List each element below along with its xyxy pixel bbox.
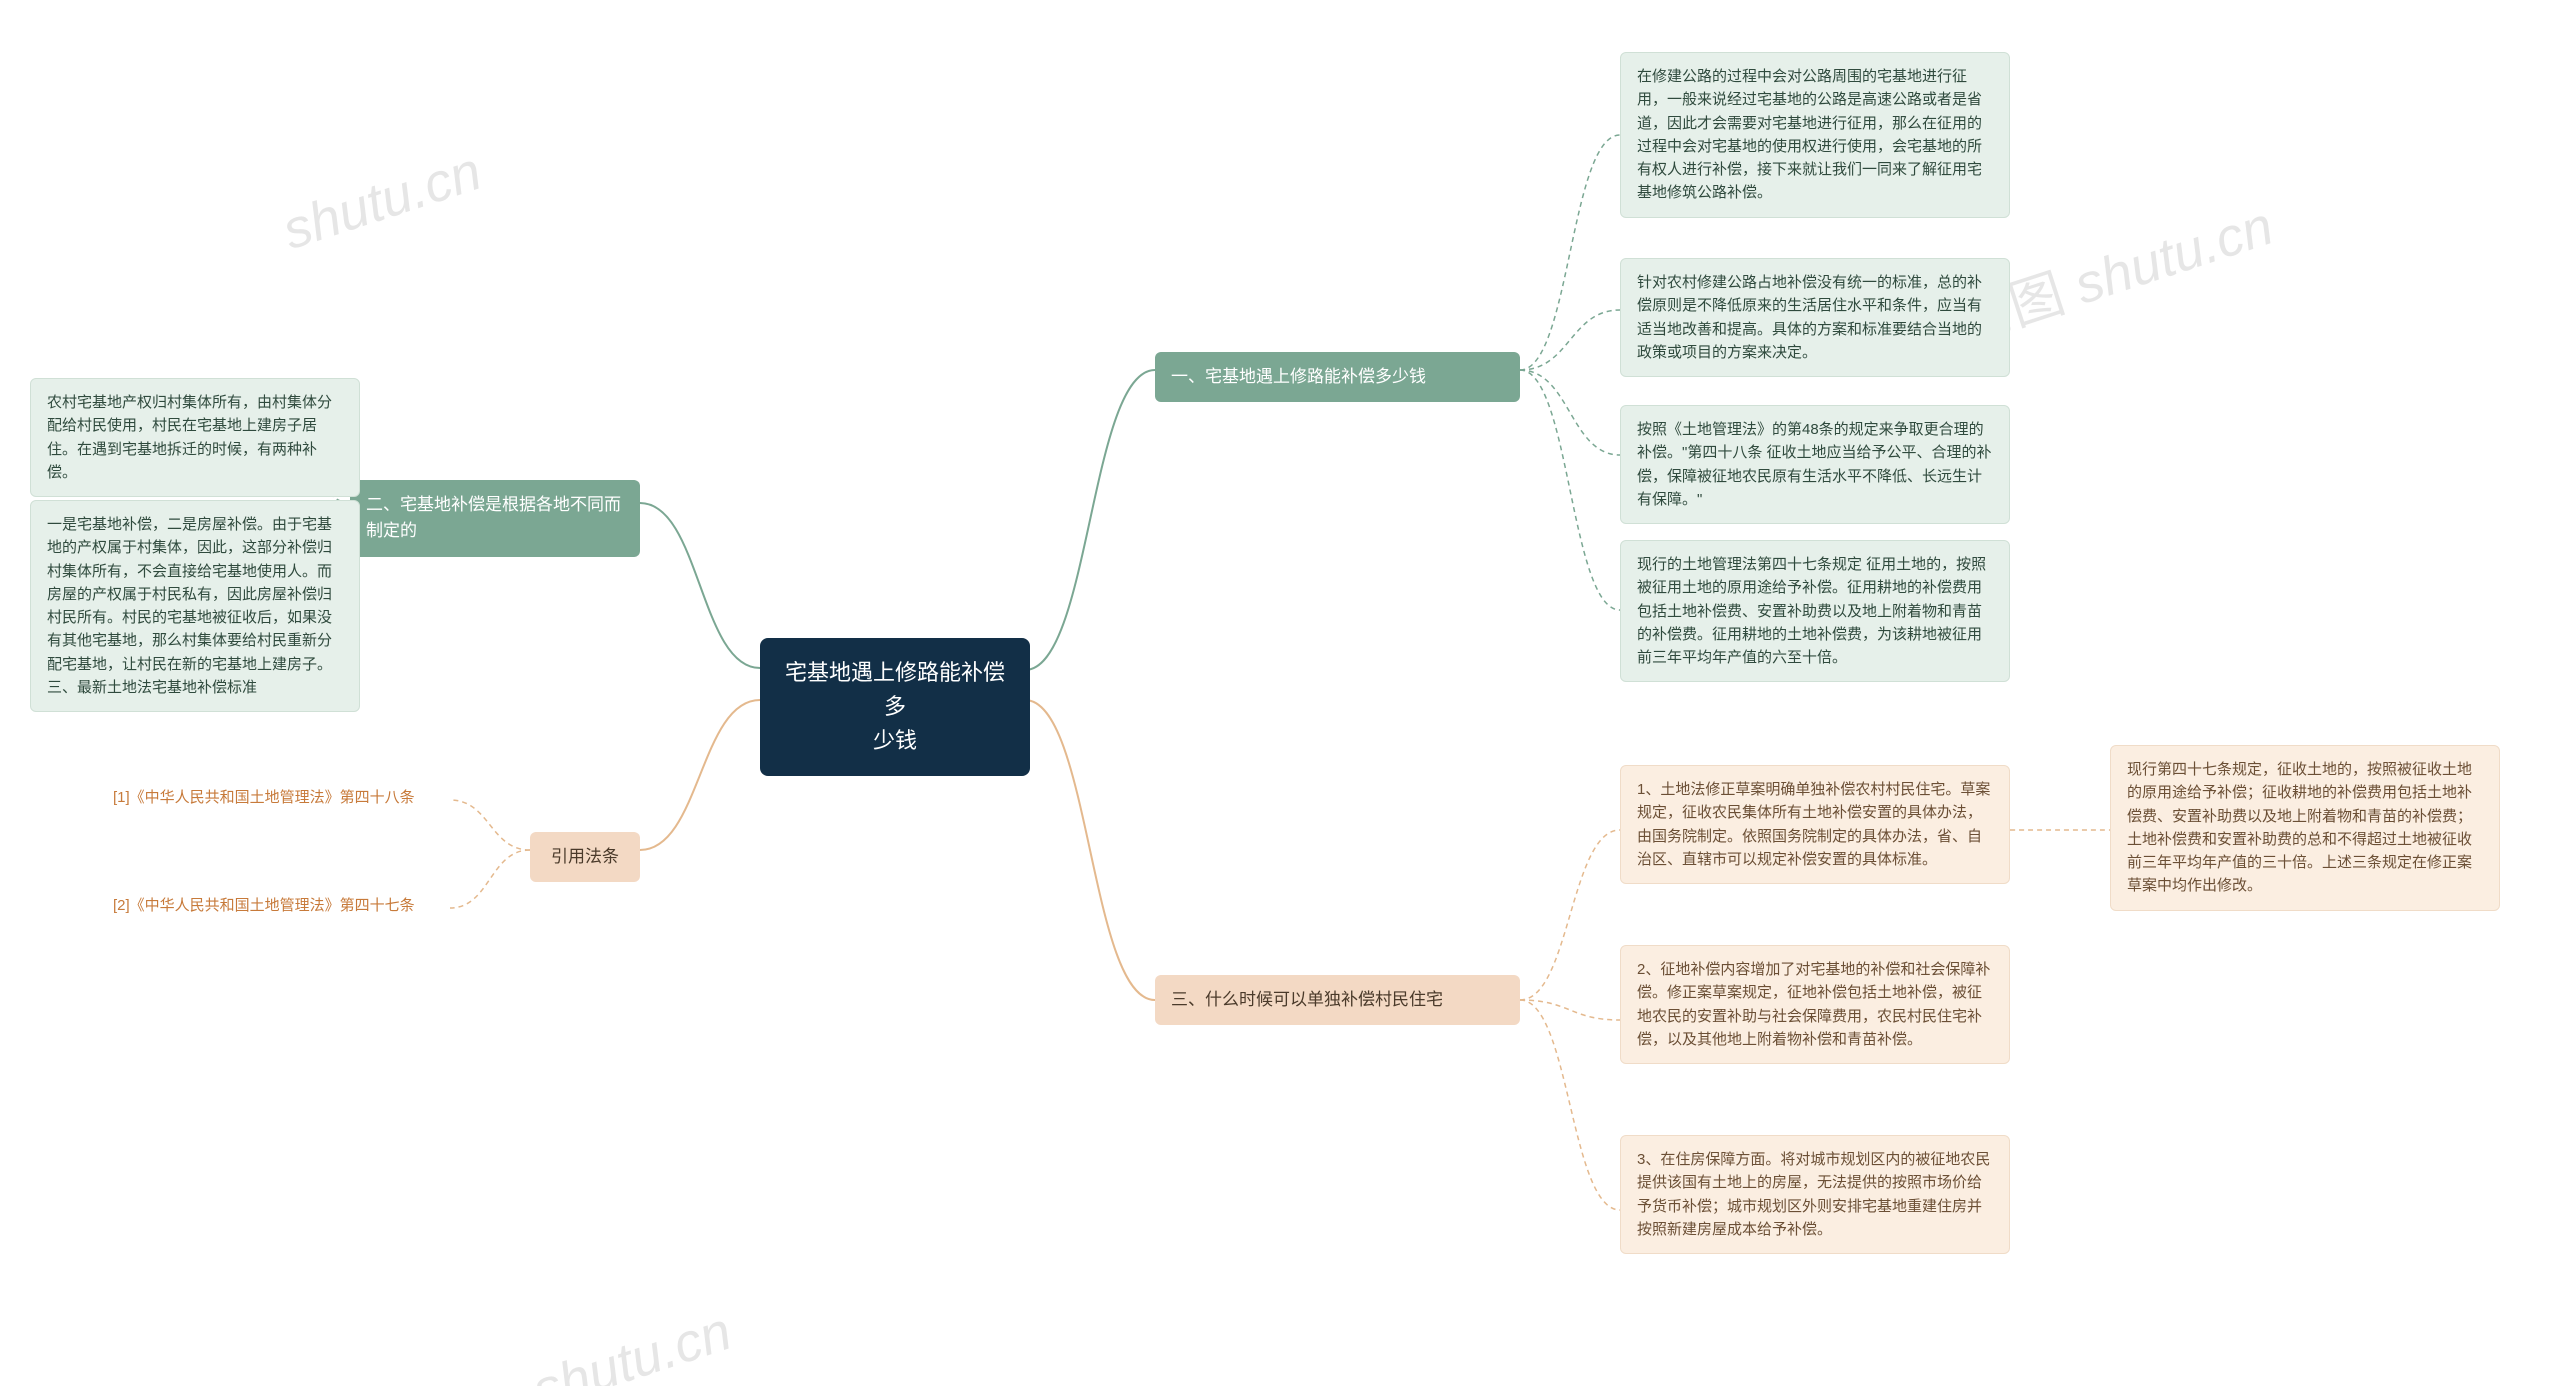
center-title-line1: 宅基地遇上修路能补偿多 [782, 656, 1008, 724]
connectors-layer [0, 0, 2560, 1386]
branch-2-leaf-0: 农村宅基地产权归村集体所有，由村集体分配给村民使用，村民在宅基地上建房子居住。在… [30, 378, 360, 497]
branch-3-leaf-2: 3、在住房保障方面。将对城市规划区内的被征地农民提供该国有土地上的房屋，无法提供… [1620, 1135, 2010, 1254]
law-ref-1: [2]《中华人民共和国土地管理法》第四十七条 [105, 890, 450, 921]
branch-3-leaf-1: 2、征地补偿内容增加了对宅基地的补偿和社会保障补偿。修正案草案规定，征地补偿包括… [1620, 945, 2010, 1064]
watermark-text: shutu.cn [2067, 196, 2280, 316]
branch-1-leaf-2: 按照《土地管理法》的第48条的规定来争取更合理的补偿。"第四十八条 征收土地应当… [1620, 405, 2010, 524]
branch-1-leaf-1: 针对农村修建公路占地补偿没有统一的标准，总的补偿原则是不降低原来的生活居住水平和… [1620, 258, 2010, 377]
branch-2-leaf-1: 一是宅基地补偿，二是房屋补偿。由于宅基地的产权属于村集体，因此，这部分补偿归村集… [30, 500, 360, 712]
branch-3-extra-leaf: 现行第四十七条规定，征收土地的，按照被征收土地的原用途给予补偿；征收耕地的补偿费… [2110, 745, 2500, 911]
branch-1-leaf-0: 在修建公路的过程中会对公路周围的宅基地进行征用，一般来说经过宅基地的公路是高速公… [1620, 52, 2010, 218]
watermark: shutu.cn [525, 1300, 738, 1386]
center-title-line2: 少钱 [782, 724, 1008, 758]
center-node: 宅基地遇上修路能补偿多 少钱 [760, 638, 1030, 776]
branch-law: 引用法条 [530, 832, 640, 882]
branch-1: 一、宅基地遇上修路能补偿多少钱 [1155, 352, 1520, 402]
branch-3-leaf-0: 1、土地法修正草案明确单独补偿农村村民住宅。草案规定，征收农民集体所有土地补偿安… [1620, 765, 2010, 884]
branch-2: 二、宅基地补偿是根据各地不同而制定的 [350, 480, 640, 557]
watermark: shutu.cn [275, 140, 488, 262]
branch-1-leaf-3: 现行的土地管理法第四十七条规定 征用土地的，按照被征用土地的原用途给予补偿。征用… [1620, 540, 2010, 682]
law-ref-0: [1]《中华人民共和国土地管理法》第四十八条 [105, 782, 450, 813]
branch-3: 三、什么时候可以单独补偿村民住宅 [1155, 975, 1520, 1025]
